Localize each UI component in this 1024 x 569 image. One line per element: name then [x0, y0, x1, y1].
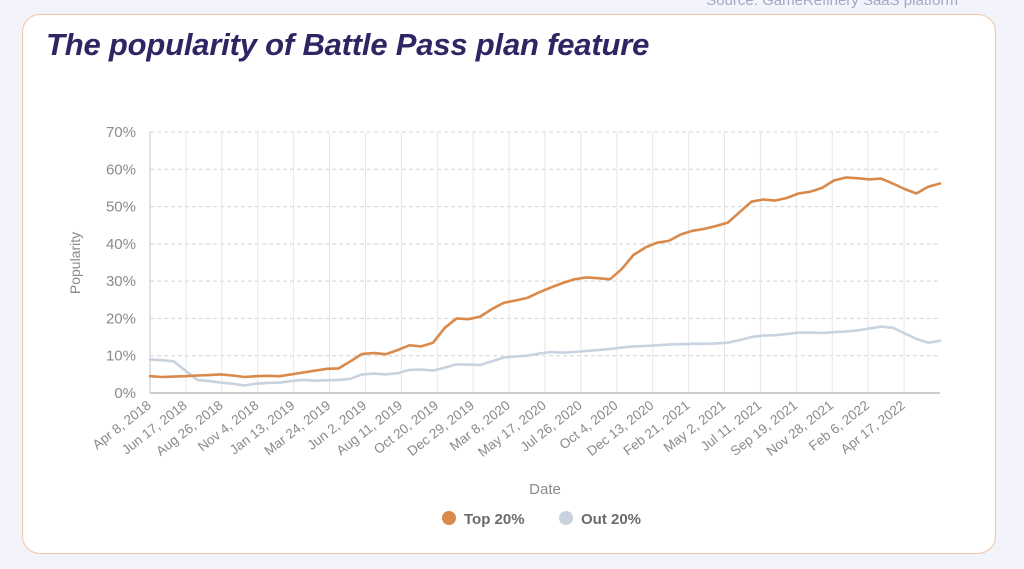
y-tick-label: 10%: [106, 348, 136, 365]
legend-label: Top 20%: [464, 511, 525, 528]
y-tick-label: 70%: [106, 124, 136, 141]
y-axis-ticks: 0% 10% 20% 30% 40% 50% 60% 70%: [106, 124, 136, 402]
series-line-out-20: [148, 325, 942, 387]
y-tick-label: 40%: [106, 236, 136, 253]
y-tick-label: 0%: [114, 385, 136, 402]
legend-marker: [559, 511, 573, 525]
y-axis-label: Popularity: [67, 232, 83, 294]
y-tick-label: 30%: [106, 273, 136, 290]
chart-title: The popularity of Battle Pass plan featu…: [46, 27, 650, 62]
grid-lines: [150, 131, 940, 393]
series-lines: [148, 176, 942, 387]
source-note: Source: GameRefinery SaaS platform: [706, 0, 958, 9]
legend-label: Out 20%: [581, 511, 641, 528]
y-tick-label: 50%: [106, 199, 136, 216]
y-tick-label: 20%: [106, 310, 136, 327]
legend: Top 20% Out 20%: [442, 511, 641, 528]
x-axis-label: Date: [529, 481, 561, 498]
y-tick-label: 60%: [106, 161, 136, 178]
series-line-top-20: [148, 176, 942, 379]
legend-marker: [442, 511, 456, 525]
